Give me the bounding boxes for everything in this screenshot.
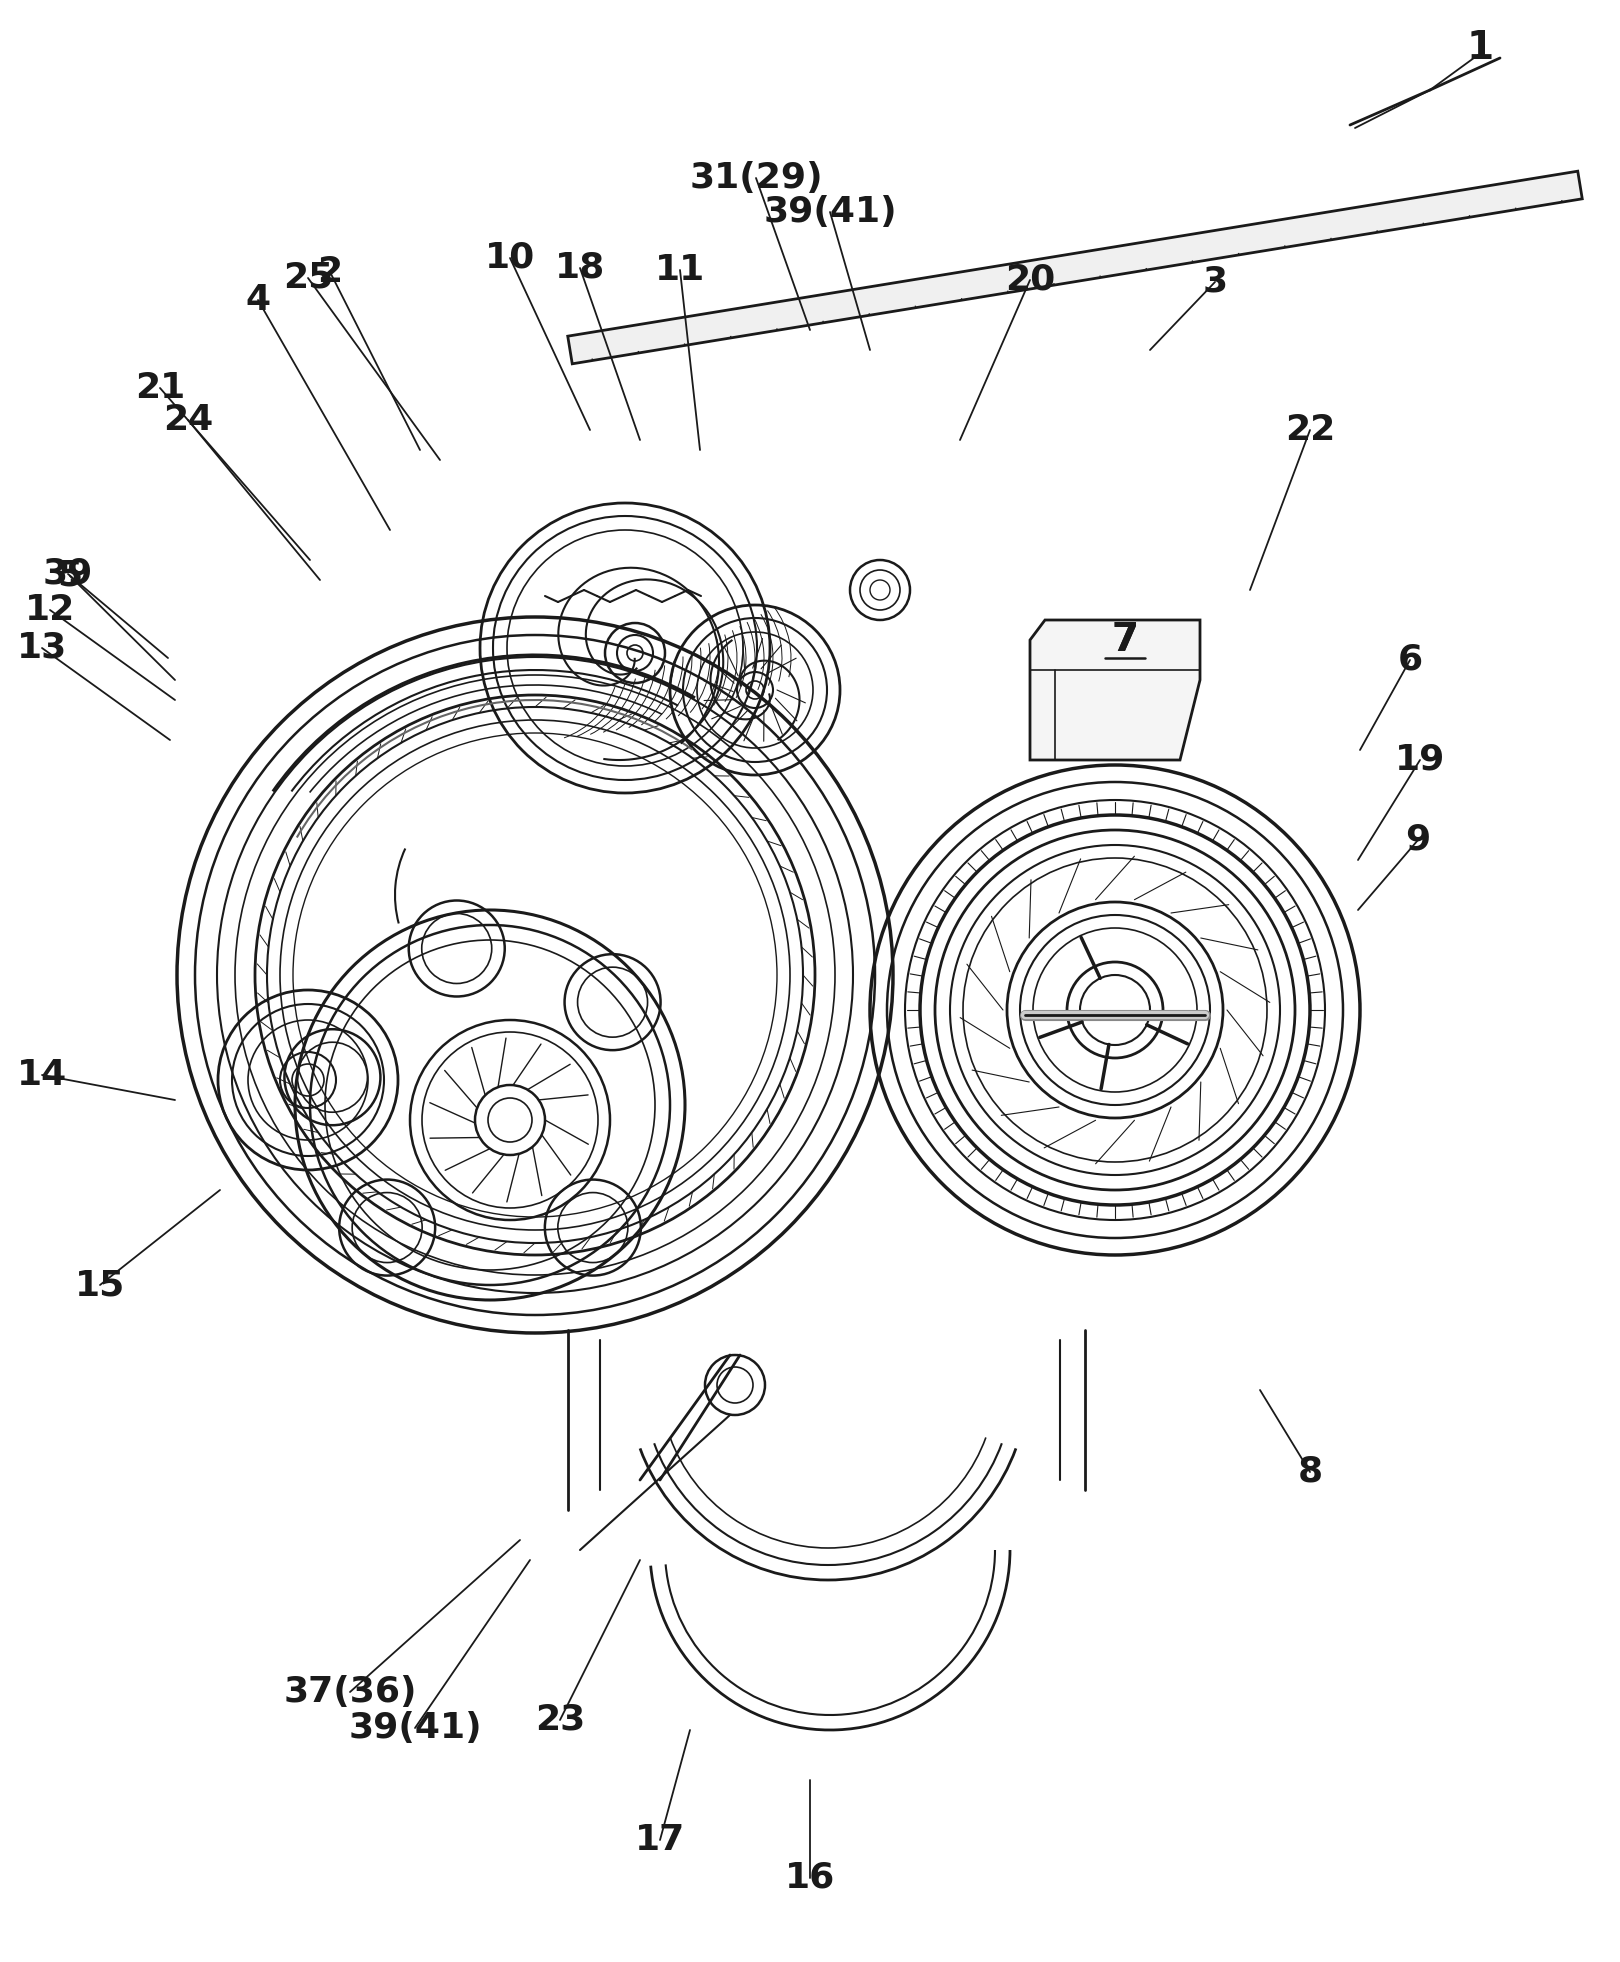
Text: 7: 7	[1111, 622, 1139, 659]
Text: 4: 4	[246, 283, 271, 318]
Text: 18: 18	[556, 251, 606, 284]
Text: 1: 1	[1466, 29, 1494, 67]
Text: 9: 9	[1406, 822, 1430, 857]
Text: 39: 39	[42, 557, 94, 591]
Text: 19: 19	[1395, 744, 1445, 777]
Text: 20: 20	[1004, 263, 1055, 296]
Text: 37(36): 37(36)	[284, 1676, 416, 1709]
Text: 10: 10	[484, 241, 535, 275]
Text: 16: 16	[784, 1862, 836, 1895]
Text: 7: 7	[1111, 622, 1139, 659]
Text: 2: 2	[318, 255, 342, 288]
Text: 5: 5	[57, 559, 83, 593]
Text: 15: 15	[75, 1267, 125, 1303]
Text: 11: 11	[654, 253, 705, 286]
Text: 39(41): 39(41)	[348, 1711, 481, 1744]
Polygon shape	[1030, 620, 1200, 759]
Text: 12: 12	[24, 593, 75, 628]
Text: 24: 24	[164, 402, 214, 438]
Text: 3: 3	[1202, 265, 1228, 298]
Text: 31(29): 31(29)	[688, 161, 823, 194]
Text: 21: 21	[134, 371, 185, 404]
Text: 17: 17	[635, 1823, 685, 1856]
Polygon shape	[567, 171, 1583, 363]
Text: 25: 25	[284, 261, 334, 294]
Text: 14: 14	[16, 1058, 66, 1093]
Text: 13: 13	[16, 632, 66, 665]
Text: 23: 23	[535, 1703, 585, 1736]
Text: 39(41): 39(41)	[763, 194, 897, 230]
Text: 8: 8	[1298, 1456, 1322, 1489]
Text: 22: 22	[1285, 412, 1335, 447]
Text: 6: 6	[1398, 644, 1422, 677]
